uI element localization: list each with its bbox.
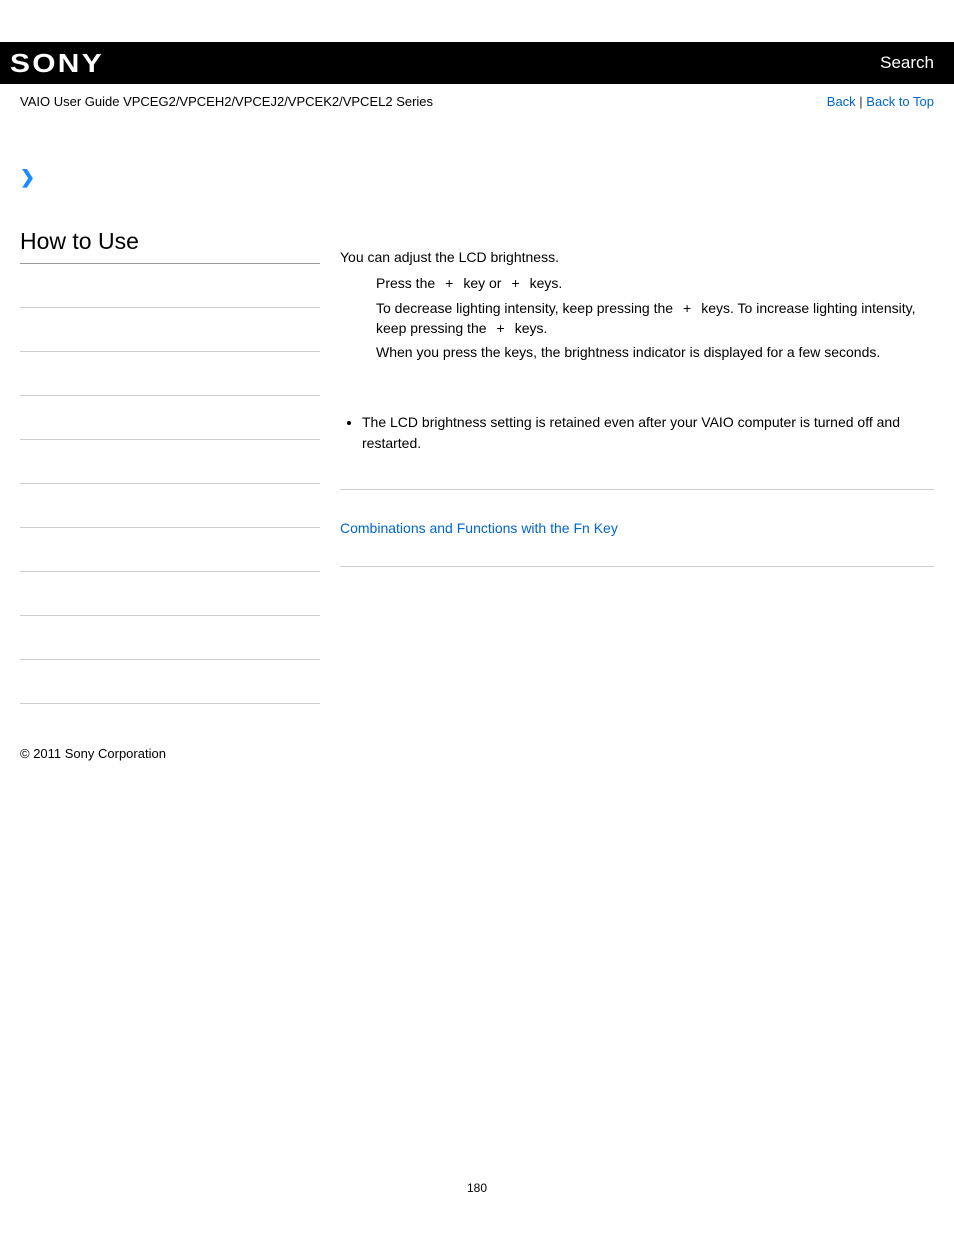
plus-icon: + xyxy=(487,318,515,338)
sidebar-heading: How to Use xyxy=(20,228,320,264)
text-fragment: keys. xyxy=(530,275,563,291)
plus-icon: + xyxy=(673,298,701,318)
instruction-line-2: To decrease lighting intensity, keep pre… xyxy=(376,298,934,339)
intro-text: You can adjust the LCD brightness. xyxy=(340,247,934,267)
notes-list: The LCD brightness setting is retained e… xyxy=(340,412,934,453)
text-fragment: Press the xyxy=(376,275,435,291)
main-container: ❯ How to Use You can adjust the LCD brig… xyxy=(0,117,954,704)
text-fragment: To decrease lighting intensity, keep pre… xyxy=(376,300,673,316)
chevron-icon[interactable]: ❯ xyxy=(20,167,320,188)
sidebar-item[interactable] xyxy=(20,572,320,616)
copyright-text: © 2011 Sony Corporation xyxy=(0,704,954,761)
search-link[interactable]: Search xyxy=(880,53,934,73)
top-bar: SONY Search xyxy=(0,42,954,84)
sidebar-item[interactable] xyxy=(20,484,320,528)
sidebar-item[interactable] xyxy=(20,660,320,704)
divider xyxy=(340,566,934,567)
sidebar-item[interactable] xyxy=(20,308,320,352)
instruction-line-3: When you press the keys, the brightness … xyxy=(376,342,934,362)
divider xyxy=(340,489,934,490)
list-item: The LCD brightness setting is retained e… xyxy=(362,412,934,453)
sub-header: VAIO User Guide VPCEG2/VPCEH2/VPCEJ2/VPC… xyxy=(0,84,954,117)
plus-icon: + xyxy=(435,273,463,293)
sidebar-item[interactable] xyxy=(20,264,320,308)
sidebar-item[interactable] xyxy=(20,616,320,660)
related-link[interactable]: Combinations and Functions with the Fn K… xyxy=(340,520,618,536)
sidebar-item[interactable] xyxy=(20,396,320,440)
instructions-block: Press the+key or+keys. To decrease light… xyxy=(340,273,934,362)
sidebar-item[interactable] xyxy=(20,440,320,484)
back-to-top-link[interactable]: Back to Top xyxy=(866,94,934,109)
nav-links: Back | Back to Top xyxy=(827,94,934,109)
instruction-line-1: Press the+key or+keys. xyxy=(376,273,934,293)
separator: | xyxy=(856,94,867,109)
guide-title: VAIO User Guide VPCEG2/VPCEH2/VPCEJ2/VPC… xyxy=(20,94,433,109)
plus-icon: + xyxy=(501,273,529,293)
text-fragment: keys. xyxy=(515,320,548,336)
sidebar-item[interactable] xyxy=(20,352,320,396)
related-links: Combinations and Functions with the Fn K… xyxy=(340,518,934,538)
back-link[interactable]: Back xyxy=(827,94,856,109)
sidebar: ❯ How to Use xyxy=(20,117,320,704)
sony-logo: SONY xyxy=(10,48,104,79)
page-number: 180 xyxy=(0,1181,954,1215)
main-content: You can adjust the LCD brightness. Press… xyxy=(340,117,934,704)
text-fragment: key or xyxy=(463,275,501,291)
sidebar-item[interactable] xyxy=(20,528,320,572)
